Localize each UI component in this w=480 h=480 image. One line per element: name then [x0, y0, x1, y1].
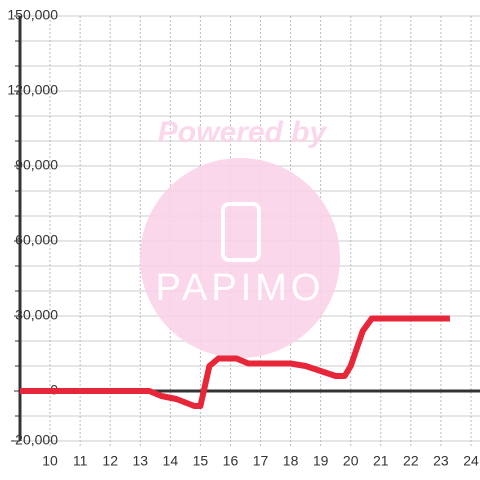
x-tick-label: 21: [373, 453, 389, 469]
x-tick-label: 16: [223, 453, 239, 469]
x-tick-label: 10: [42, 453, 58, 469]
watermark-text: Powered by: [158, 116, 328, 149]
x-tick-label: 19: [313, 453, 329, 469]
x-tick-label: 23: [433, 453, 449, 469]
watermark: Powered by PAPIMO: [140, 116, 340, 358]
x-tick-label: 12: [102, 453, 118, 469]
x-tick-label: 13: [132, 453, 148, 469]
x-tick-label: 24: [463, 453, 479, 469]
y-tick-label: 60,000: [15, 232, 58, 248]
x-tick-label: 14: [163, 453, 179, 469]
x-tick-label: 20: [343, 453, 359, 469]
line-series: [20, 315, 450, 409]
y-tick-label: 120,000: [7, 82, 58, 98]
x-tick-label: 22: [403, 453, 419, 469]
x-tick-label: 11: [73, 453, 88, 469]
watermark-logo: PAPIMO: [156, 267, 325, 309]
watermark-icon: [221, 202, 261, 262]
x-tick-label: 15: [193, 453, 209, 469]
y-tick-label: -20,000: [11, 432, 59, 448]
y-tick-label: 150,000: [7, 7, 58, 23]
y-tick-label: 30,000: [15, 307, 58, 323]
y-tick-label: 90,000: [15, 157, 58, 173]
x-tick-label: 17: [253, 453, 269, 469]
x-tick-label: 18: [283, 453, 299, 469]
